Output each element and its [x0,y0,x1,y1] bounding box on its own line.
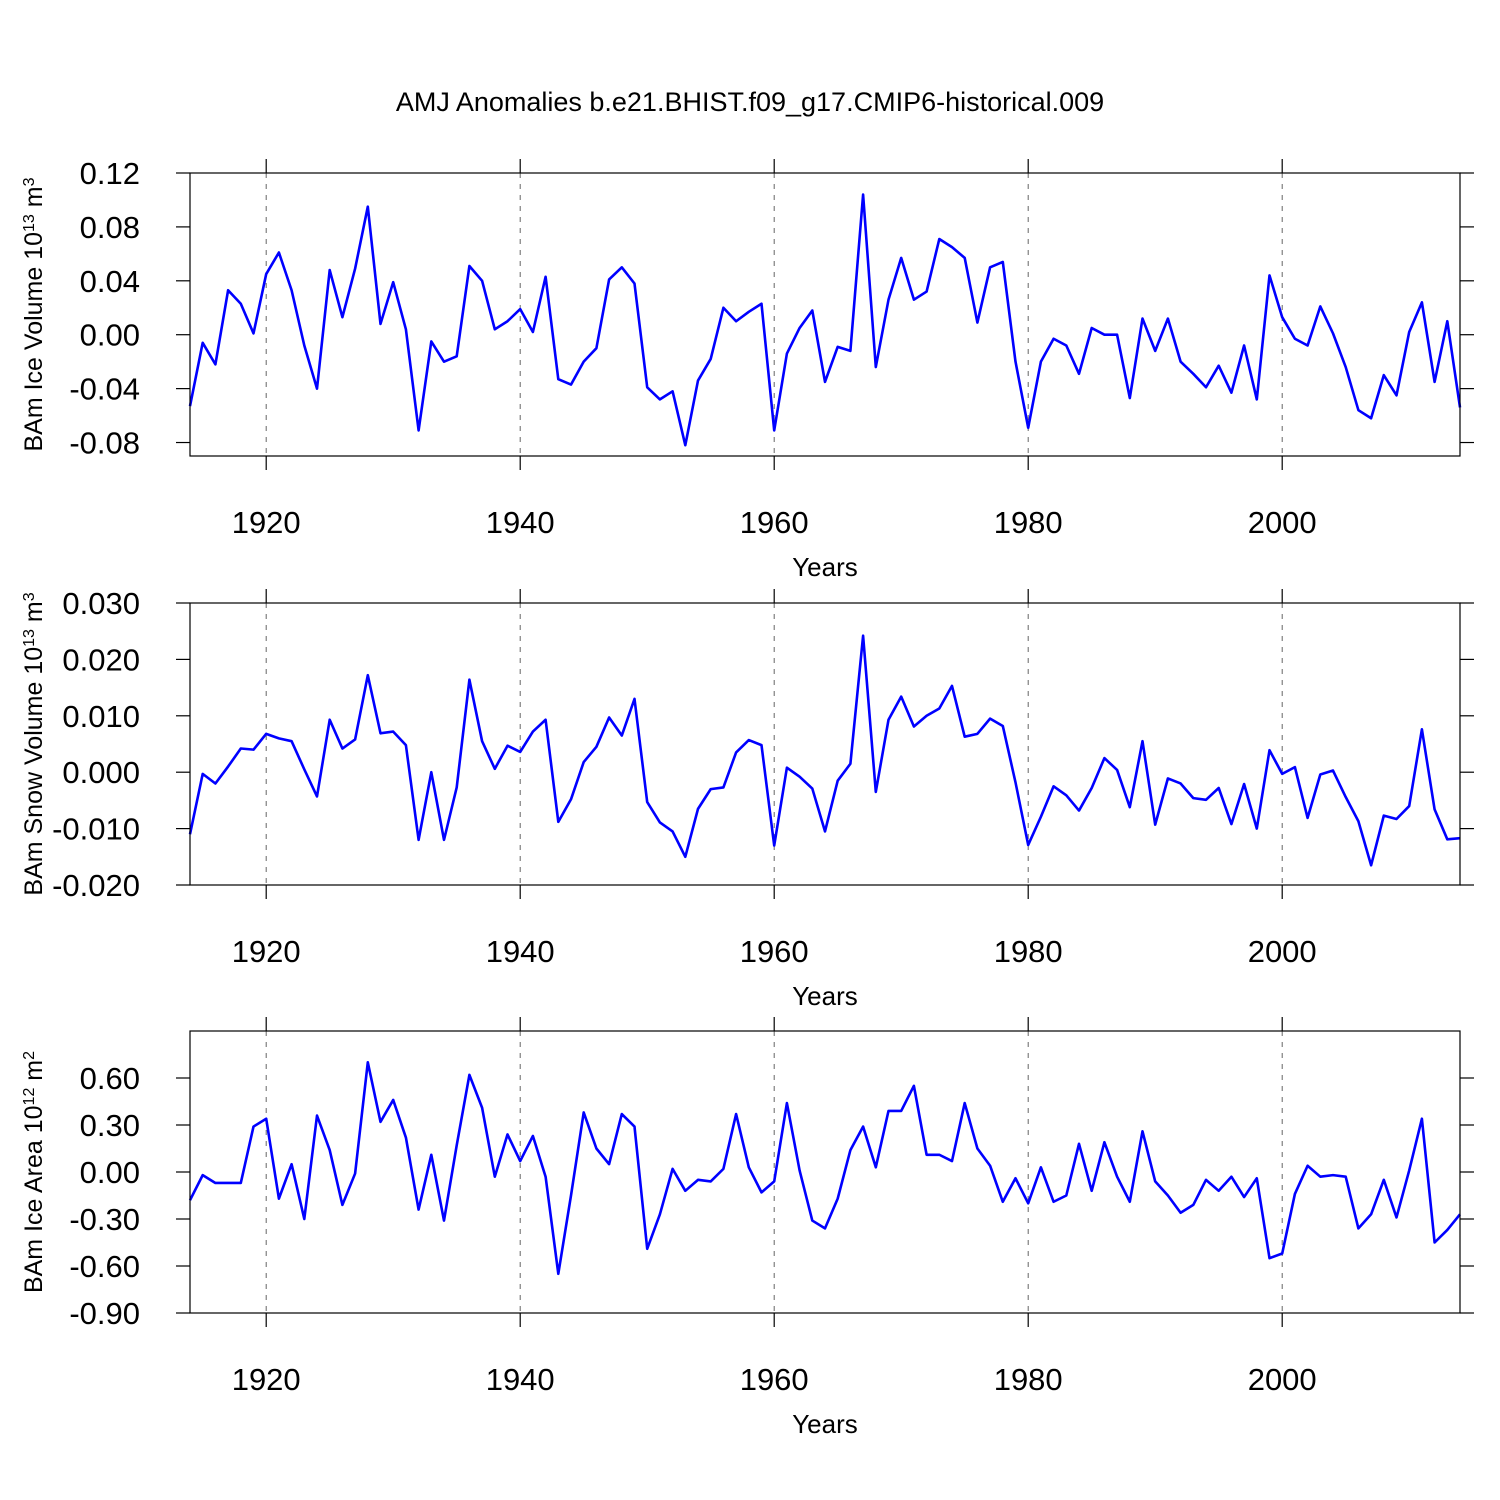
y-tick-label: -0.08 [69,426,140,461]
x-tick-label: 1960 [740,505,809,540]
panel: 1920 1940 1960 1980 2000 0.030 0.020 0.010 0.000… [20,586,1474,1011]
x-tick-label: 1960 [740,934,809,969]
x-tick-label: 1920 [232,934,301,969]
x-tick-label: 1980 [994,505,1063,540]
x-tick-label: 1980 [994,934,1063,969]
plot-frame [189,172,1461,457]
x-tick-label: 2000 [1248,505,1317,540]
x-tick-label: 1940 [486,1362,555,1397]
y-tick-label: 0.020 [62,642,140,677]
y-tick-label: -0.60 [69,1249,140,1284]
y-tick-label: 0.00 [80,318,140,353]
x-tick-label: 1920 [232,505,301,540]
data-line [188,634,1461,867]
y-axis-title-exponent: 13 [21,214,38,232]
y-tick-label: -0.04 [69,372,140,407]
x-axis-title: Years [792,552,858,582]
y-axis-title-part: m [20,601,48,629]
y-axis-title: BAm Ice Volume 1013 m3 [20,177,48,451]
y-axis-title-part: BAm Ice Area 10 [20,1105,48,1293]
panel: 1920 1940 1960 1980 2000 0.12 0.08 0.04 0.00 -0.0… [20,156,1474,582]
y-tick-label: 0.08 [80,210,140,245]
x-axis-title: Years [792,1409,858,1439]
y-tick-label: -0.30 [69,1202,140,1237]
y-axis-title-exponent: 12 [21,1088,38,1106]
y-tick-label: 0.60 [80,1061,140,1096]
y-axis-title-exponent: 3 [21,177,38,186]
panel: 1920 1940 1960 1980 2000 0.60 0.30 0.00 -0.30 -0.… [20,1017,1474,1439]
y-axis-title-part: BAm Snow Volume 10 [20,647,48,896]
y-axis-title-exponent: 2 [21,1051,38,1060]
y-axis-title-part: m [20,186,48,214]
plot-frame [189,1030,1461,1314]
y-tick-label: -0.020 [52,868,140,903]
y-tick-label: -0.010 [52,812,140,847]
x-axis-title: Years [792,981,858,1011]
data-line [188,1061,1462,1276]
y-tick-label: 0.04 [80,264,140,299]
y-tick-label: 0.12 [80,156,140,191]
x-tick-label: 1940 [486,934,555,969]
y-tick-label: 0.30 [80,1108,140,1143]
y-axis-title-exponent: 3 [21,592,38,601]
y-tick-label: 0.030 [62,586,140,621]
x-tick-label: 2000 [1248,934,1317,969]
y-axis-title-part: BAm Ice Volume 10 [20,232,48,452]
y-tick-label: 0.00 [80,1155,140,1190]
data-line [188,193,1462,447]
y-tick-label: -0.90 [69,1296,140,1331]
x-tick-label: 1940 [486,505,555,540]
y-axis-title-exponent: 13 [21,629,38,647]
x-tick-label: 1980 [994,1362,1063,1397]
y-axis-title: BAm Ice Area 1012 m2 [20,1051,48,1293]
x-tick-label: 1960 [740,1362,809,1397]
y-axis-title: BAm Snow Volume 1013 m3 [20,592,48,895]
y-tick-label: 0.010 [62,699,140,734]
x-tick-label: 2000 [1248,1362,1317,1397]
figure-title: AMJ Anomalies b.e21.BHIST.f09_g17.CMIP6-… [396,87,1104,117]
plot-frame [189,602,1461,886]
y-axis-title-part: m [20,1060,48,1088]
x-tick-label: 1920 [232,1362,301,1397]
y-tick-label: 0.000 [62,755,140,790]
